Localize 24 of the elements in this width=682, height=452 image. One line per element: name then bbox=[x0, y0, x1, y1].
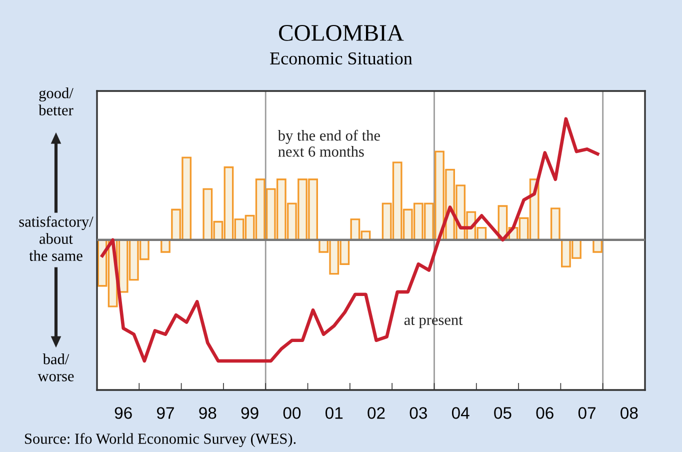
series-label: by the end of the next 6 months bbox=[278, 130, 380, 157]
x-tick-label: 07 bbox=[578, 407, 596, 419]
x-tick-label: 04 bbox=[452, 407, 470, 419]
x-tick-label: 05 bbox=[494, 407, 512, 419]
bar bbox=[160, 239, 170, 253]
x-tick-label: 08 bbox=[620, 407, 638, 419]
x-tick-label: 01 bbox=[326, 407, 343, 419]
bar bbox=[592, 239, 603, 253]
x-tick-label: 00 bbox=[283, 407, 301, 419]
text: good/ better bbox=[38, 88, 74, 116]
source-note: Source: Ifo World Economic Survey (WES). bbox=[25, 432, 296, 448]
x-tick-label: 97 bbox=[157, 407, 174, 419]
text: satisfactory/ about the same bbox=[19, 216, 94, 261]
series-label: at present bbox=[404, 316, 463, 328]
text: bad/ worse bbox=[38, 354, 74, 382]
x-tick-label: 06 bbox=[536, 407, 554, 419]
x-tick-label: 99 bbox=[241, 407, 258, 419]
chart-title: COLOMBIA bbox=[279, 25, 404, 41]
bar bbox=[550, 208, 560, 241]
x-tick-label: 02 bbox=[368, 407, 385, 419]
x-tick-label: 98 bbox=[199, 407, 216, 419]
chart-subtitle: Economic Situation bbox=[270, 52, 412, 65]
x-tick-label: 03 bbox=[410, 407, 427, 419]
x-tick-label: 96 bbox=[114, 407, 132, 419]
